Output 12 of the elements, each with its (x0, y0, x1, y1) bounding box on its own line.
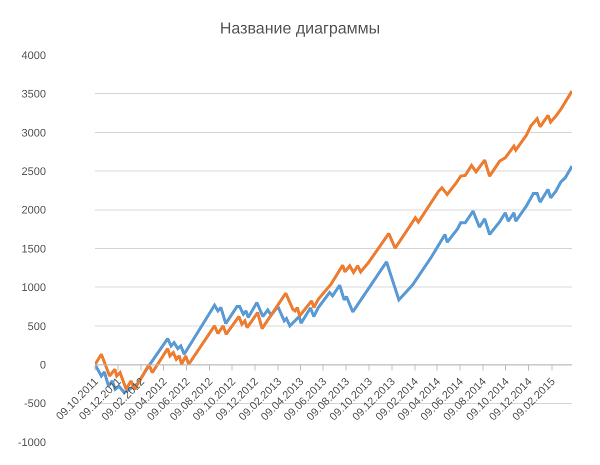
y-tick-label: 3000 (22, 127, 46, 140)
y-tick-label: -1000 (18, 436, 46, 449)
y-tick-label: 2000 (22, 204, 46, 217)
chart-title: Название диаграммы (220, 20, 380, 38)
y-tick-label: 2500 (22, 166, 46, 178)
y-tick-label: 3500 (22, 88, 46, 101)
y-tick-label: 1000 (22, 282, 46, 294)
y-tick-label: 1500 (22, 243, 46, 256)
y-tick-label: 4000 (22, 50, 46, 62)
y-tick-label: -500 (24, 398, 46, 410)
y-tick-label: 0 (40, 359, 46, 372)
y-tick-label: 500 (28, 320, 46, 333)
